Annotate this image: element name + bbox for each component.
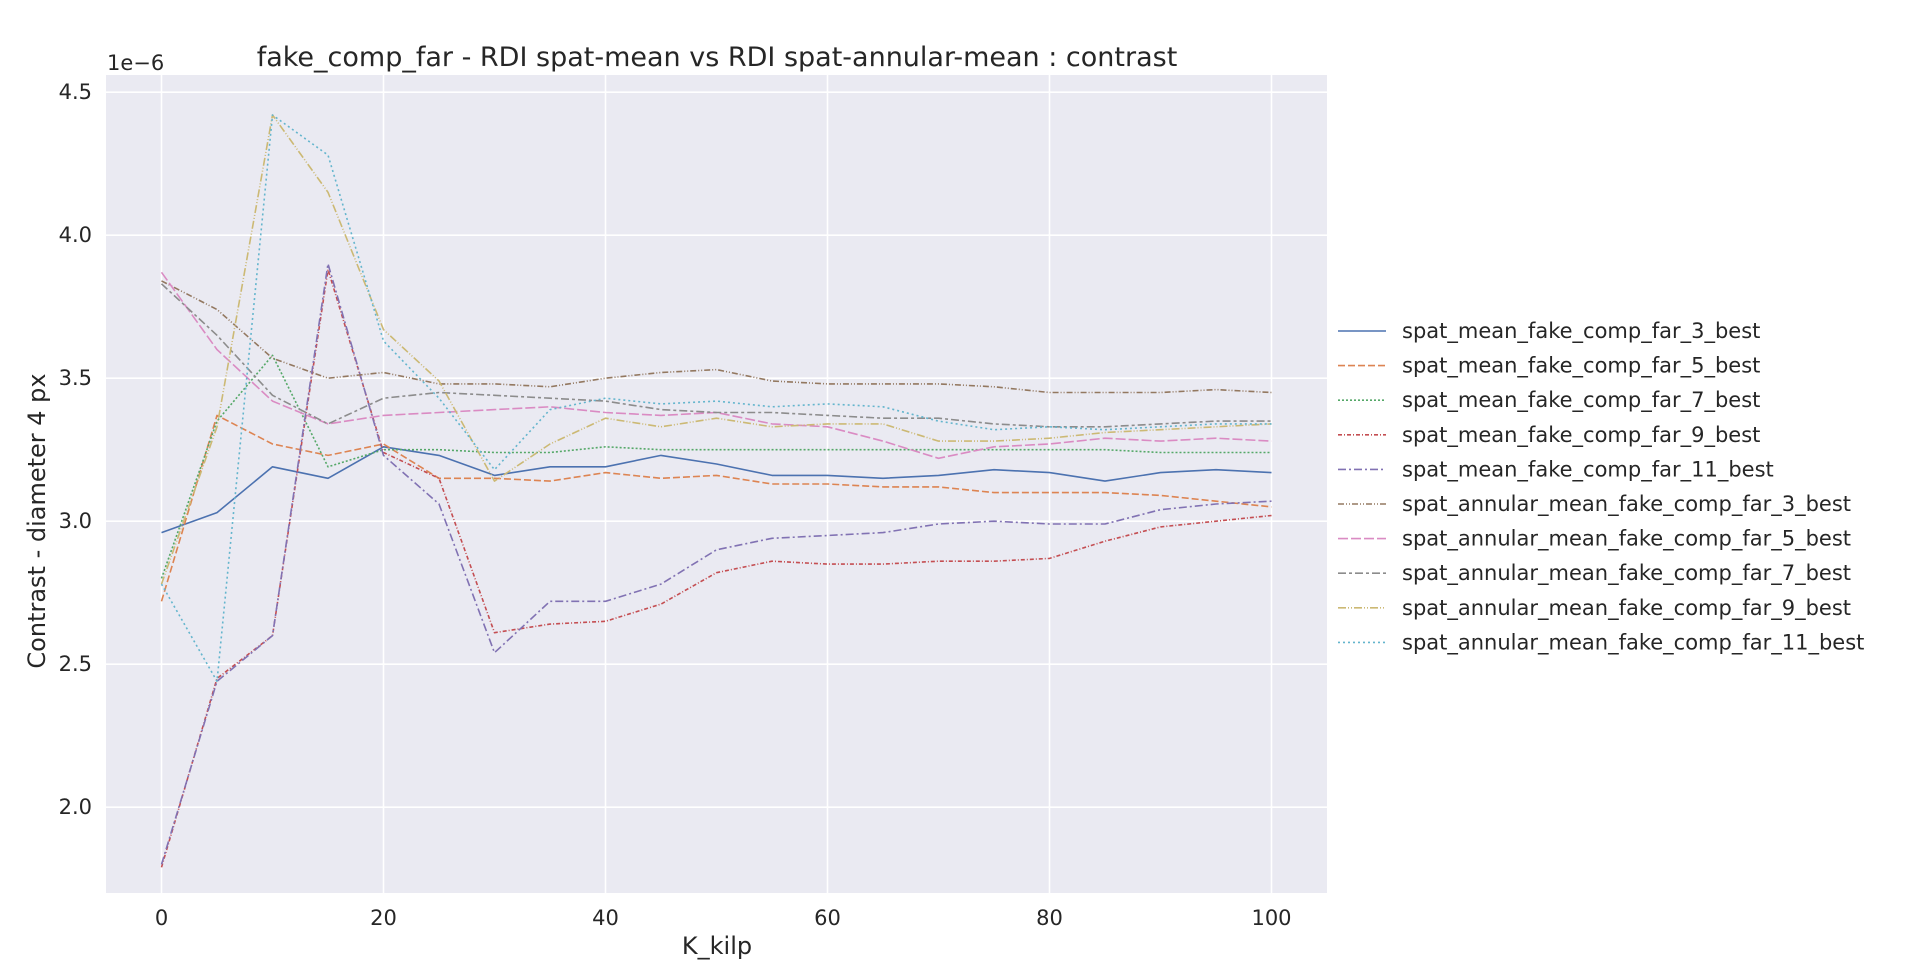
x-axis-label: K_kilp	[682, 932, 752, 960]
legend-label: spat_mean_fake_comp_far_3_best	[1402, 319, 1760, 344]
legend-label: spat_annular_mean_fake_comp_far_3_best	[1402, 492, 1851, 517]
legend-label: spat_mean_fake_comp_far_11_best	[1402, 457, 1774, 482]
legend: spat_mean_fake_comp_far_3_best spat_mean_…	[1338, 319, 1864, 655]
x-tick-label: 80	[1036, 906, 1063, 930]
series-line-8	[160, 283, 1272, 428]
grid-lines	[106, 75, 1327, 893]
legend-label: spat_annular_mean_fake_comp_far_9_best	[1402, 596, 1851, 621]
series-line-1	[161, 445, 1272, 534]
x-tick-label: 60	[814, 906, 841, 930]
legend-label: spat_mean_fake_comp_far_5_best	[1402, 354, 1760, 379]
plot-background	[106, 75, 1327, 893]
x-tick-label: 100	[1251, 906, 1291, 930]
y-tick-label: 4.5	[59, 80, 92, 104]
series-line-4	[160, 268, 1272, 868]
series-line-6	[161, 280, 1272, 394]
x-tick-label: 40	[592, 906, 619, 930]
y-tick-label: 2.5	[59, 652, 92, 676]
x-tick-label: 20	[370, 906, 397, 930]
chart-title: fake_comp_far - RDI spat-mean vs RDI spa…	[257, 42, 1178, 73]
legend-label: spat_mean_fake_comp_far_9_best	[1402, 423, 1760, 448]
x-axis-ticks: 0 20 40 60 80 100	[155, 906, 1292, 930]
y-axis-offset-label: 1e−6	[107, 51, 164, 75]
series-lines	[160, 114, 1272, 868]
legend-label: spat_annular_mean_fake_comp_far_11_best	[1402, 630, 1864, 655]
y-tick-label: 3.5	[59, 366, 92, 390]
y-tick-label: 2.0	[59, 795, 92, 819]
series-line-5	[160, 262, 1272, 865]
legend-label: spat_mean_fake_comp_far_7_best	[1402, 388, 1760, 413]
y-axis-ticks: 2.0 2.5 3.0 3.5 4.0 4.5	[59, 80, 92, 819]
series-line-10	[160, 114, 1272, 683]
y-axis-label: Contrast - diameter 4 px	[23, 373, 51, 668]
y-tick-label: 3.0	[59, 509, 92, 533]
y-tick-label: 4.0	[59, 223, 92, 247]
series-line-9	[160, 114, 1272, 585]
series-line-3	[160, 354, 1272, 579]
x-tick-label: 0	[155, 906, 168, 930]
legend-label: spat_annular_mean_fake_comp_far_7_best	[1402, 561, 1851, 586]
series-line-2	[160, 414, 1272, 602]
legend-label: spat_annular_mean_fake_comp_far_5_best	[1402, 527, 1851, 552]
